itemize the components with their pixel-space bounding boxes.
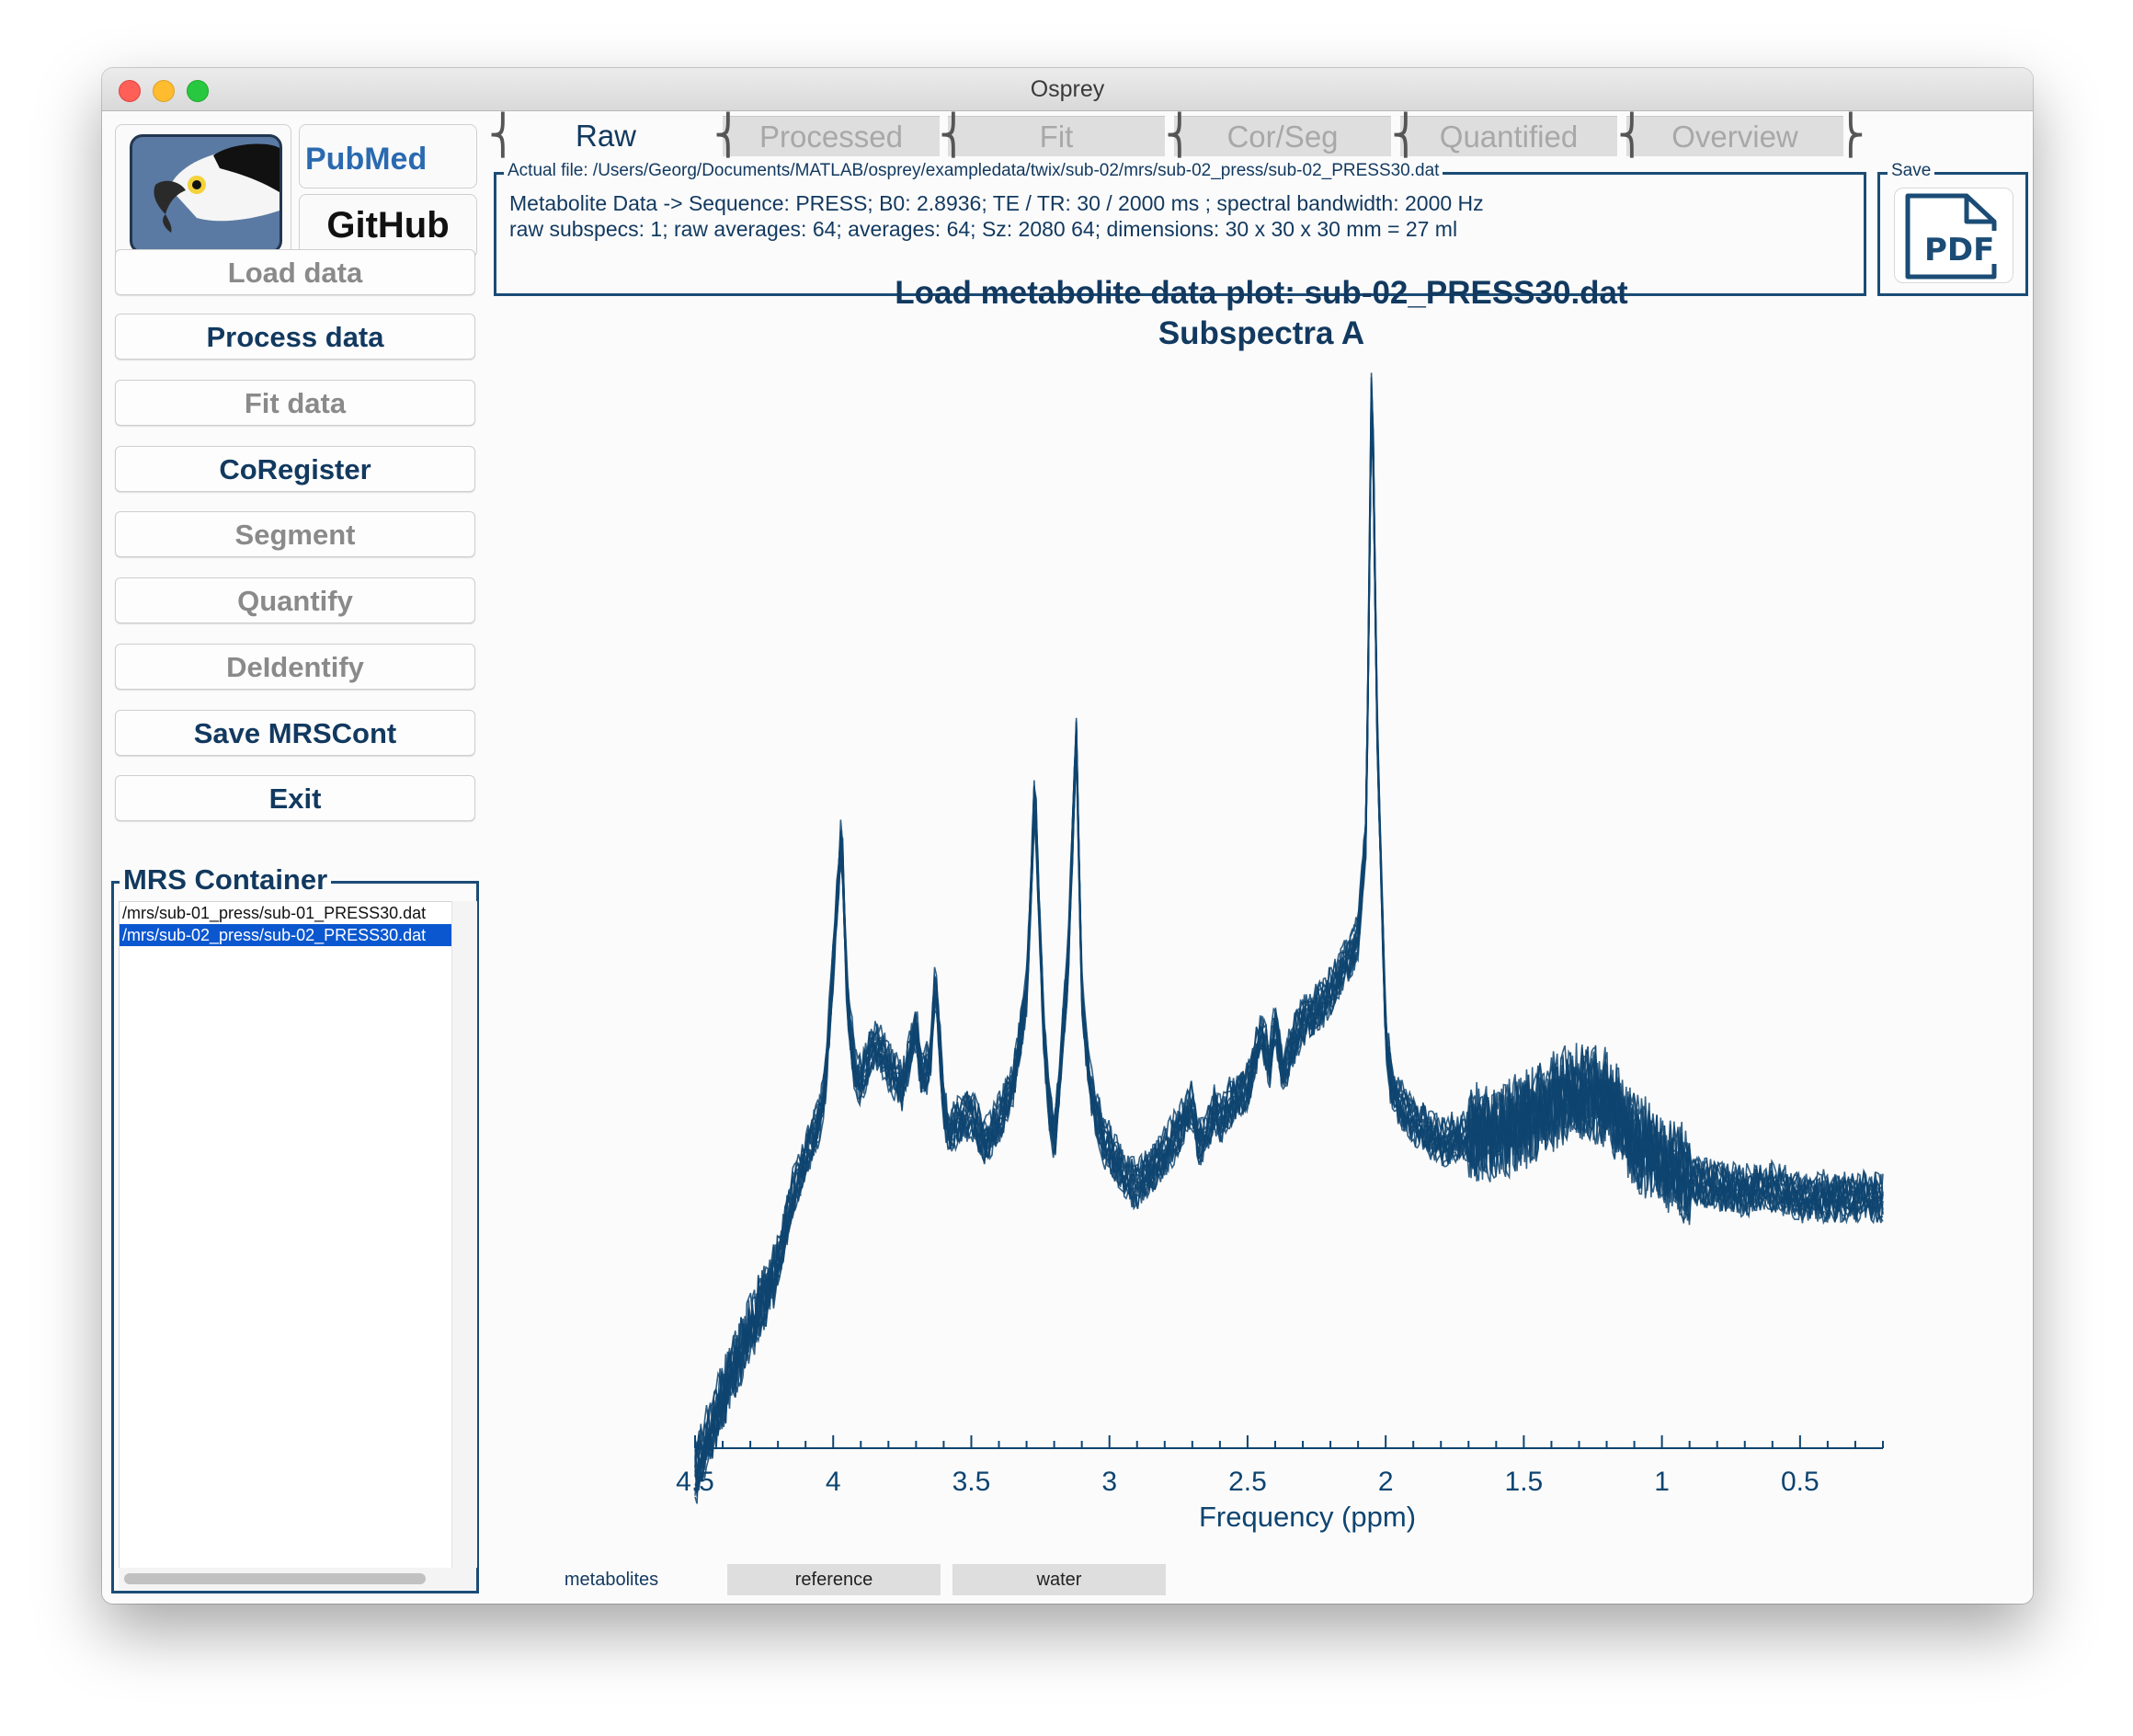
file-info-panel: Actual file: /Users/Georg/Documents/MATL…	[494, 161, 1866, 296]
tab-separator-icon: ⎨	[939, 112, 968, 157]
spectrum-trace	[694, 396, 1884, 1486]
fit-data-button[interactable]: Fit data	[115, 380, 475, 426]
close-window-button[interactable]	[119, 80, 141, 102]
mrs-list-vertical-scrollbar[interactable]	[451, 901, 477, 1568]
tab-separator-icon: ⎨	[1391, 112, 1420, 157]
mrs-container-title: MRS Container	[120, 863, 332, 897]
mrs-container-panel: MRS Container /mrs/sub-01_press/sub-01_P…	[111, 863, 479, 1593]
pdf-label: PDF	[1924, 232, 1994, 268]
plot-title: Load metabolite data plot: sub-02_PRESS3…	[895, 275, 1628, 311]
x-tick-label: 2.5	[1228, 1467, 1267, 1497]
minimize-window-button[interactable]	[153, 80, 175, 102]
osprey-bird-icon	[130, 134, 282, 254]
spectrum-trace	[694, 403, 1884, 1497]
info-line-2: raw subspecs: 1; raw averages: 64; avera…	[509, 217, 1458, 241]
spectrum-trace	[694, 406, 1884, 1471]
horizontal-scroll-thumb[interactable]	[124, 1573, 426, 1584]
spectrum-trace	[694, 402, 1884, 1493]
actual-file-label: Actual file: /Users/Georg/Documents/MATL…	[504, 161, 1443, 181]
spectrum-trace	[694, 403, 1884, 1477]
pubmed-logo-text: PubMed	[305, 142, 427, 177]
spectrum-trace	[694, 372, 1884, 1455]
deidentify-button[interactable]: DeIdentify	[115, 644, 475, 690]
spectrum-trace	[694, 410, 1884, 1458]
spectrum-trace	[694, 400, 1884, 1496]
coregister-button[interactable]: CoRegister	[115, 446, 475, 492]
save-pdf-button[interactable]: PDF	[1894, 188, 2013, 283]
mrs-list-item[interactable]: /mrs/sub-02_press/sub-02_PRESS30.dat	[120, 924, 452, 946]
quantify-button[interactable]: Quantify	[115, 577, 475, 623]
tab-separator-icon: ⎨	[1165, 112, 1194, 157]
spectrum-trace	[694, 377, 1884, 1468]
tab-separator-icon: ⎬	[1836, 112, 1865, 157]
x-axis-label: Frequency (ppm)	[1199, 1501, 1416, 1533]
title-bar: Osprey	[102, 68, 2033, 111]
zoom-window-button[interactable]	[187, 80, 209, 102]
window-title: Osprey	[1030, 76, 1105, 102]
mrs-list-horizontal-scrollbar[interactable]	[119, 1568, 476, 1590]
x-tick-label: 0.5	[1781, 1467, 1819, 1497]
main-content: PubMed GitHub Load data Process data Fit d…	[102, 111, 2033, 1604]
spectrum-trace	[694, 402, 1884, 1504]
exit-button[interactable]: Exit	[115, 775, 475, 821]
segment-button[interactable]: Segment	[115, 511, 475, 557]
tab-separator-icon: ⎨	[488, 112, 518, 157]
info-line-1: Metabolite Data -> Sequence: PRESS; B0: …	[509, 191, 1484, 215]
process-data-button[interactable]: Process data	[115, 314, 475, 360]
save-mrscont-button[interactable]: Save MRSCont	[115, 710, 475, 756]
plot-subtitle: Subspectra A	[1158, 315, 1365, 351]
spectrum-trace	[694, 406, 1884, 1462]
github-logo-button[interactable]: GitHub	[299, 194, 477, 258]
load-data-button[interactable]: Load data	[115, 249, 475, 295]
tab-processed[interactable]: Processed	[723, 116, 940, 156]
tab-cor-seg[interactable]: Cor/Seg	[1174, 116, 1391, 156]
tab-separator-icon: ⎨	[1617, 112, 1647, 157]
osprey-logo-button[interactable]	[115, 124, 291, 258]
app-window: Osprey PubMed GitHub Load data Pro	[102, 68, 2033, 1604]
x-tick-label: 4	[826, 1467, 841, 1497]
spectrum-trace	[694, 385, 1884, 1460]
save-label: Save	[1888, 161, 1935, 181]
spectrum-trace	[694, 383, 1884, 1478]
tab-quantified[interactable]: Quantified	[1400, 116, 1617, 156]
x-tick-label: 1.5	[1505, 1467, 1544, 1497]
mrs-list-item[interactable]: /mrs/sub-01_press/sub-01_PRESS30.dat	[122, 904, 427, 922]
x-tick-label: 3	[1101, 1467, 1117, 1497]
x-tick-label: 3.5	[952, 1467, 991, 1497]
tab-overview[interactable]: Overview	[1626, 116, 1843, 156]
spectrum-trace	[694, 403, 1884, 1483]
pdf-icon: PDF	[1905, 193, 2002, 280]
pubmed-logo-button[interactable]: PubMed	[299, 124, 477, 188]
tab-separator-icon: ⎨	[713, 112, 743, 157]
x-tick-label: 1	[1654, 1467, 1670, 1497]
x-tick-label: 2	[1378, 1467, 1394, 1497]
subtab-metabolites[interactable]: metabolites	[505, 1564, 718, 1595]
mrs-file-list[interactable]: /mrs/sub-01_press/sub-01_PRESS30.dat/mrs…	[119, 901, 453, 1570]
tab-raw[interactable]: Raw	[497, 116, 714, 156]
subtab-water[interactable]: water	[952, 1564, 1166, 1595]
tab-fit[interactable]: Fit	[948, 116, 1165, 156]
spectrum-trace	[694, 419, 1884, 1486]
spectrum-trace	[694, 415, 1884, 1495]
subtab-reference[interactable]: reference	[727, 1564, 941, 1595]
save-panel: Save PDF	[1877, 161, 2028, 296]
